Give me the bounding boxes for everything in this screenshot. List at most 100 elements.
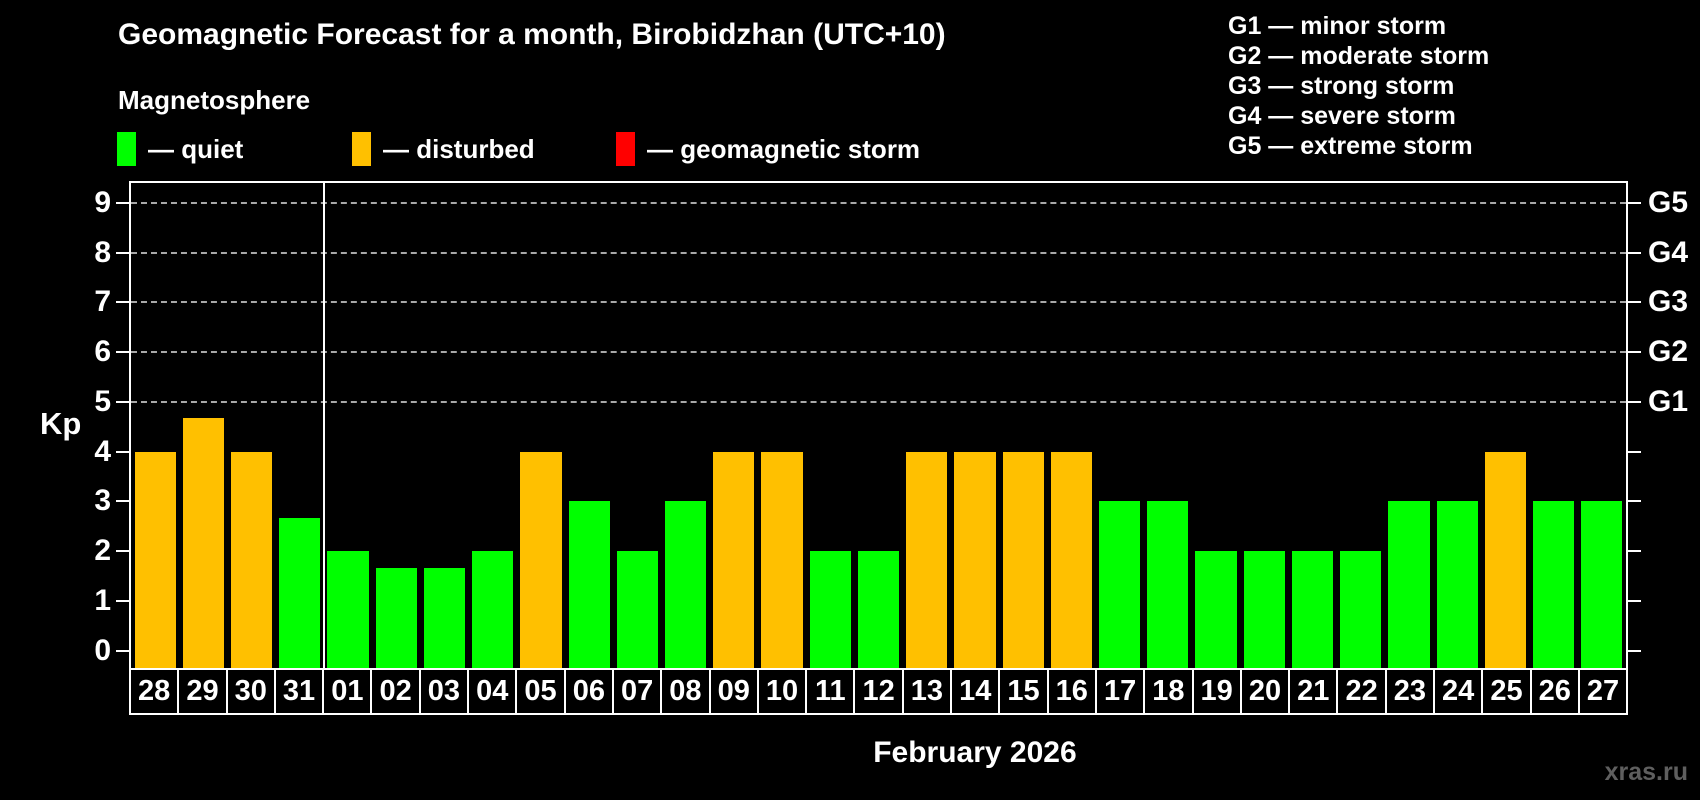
kp-bar [230,451,273,668]
day-cell: 08 [662,670,711,713]
kp-bar [906,451,948,668]
kp-bar [375,567,417,668]
watermark: xras.ru [1604,758,1688,786]
plot-border-top [129,181,1628,183]
kp-bar [279,517,321,668]
kp-bar [713,451,755,668]
kp-bar [1195,551,1237,668]
kp-bar [423,567,466,668]
y-tick-left [116,599,129,602]
kp-bar [1581,501,1623,668]
storm-scale-line-g3: G3 — strong storm [1228,72,1455,100]
kp-status-legend: — quiet — disturbed — geomagnetic storm [0,131,1050,167]
y-tick-label: 9 [94,185,111,219]
day-cell: 10 [759,670,808,713]
y-axis-title: Kp [40,405,82,441]
y-tick-label: 3 [94,484,111,518]
kp-bar [857,551,900,668]
day-cell: 21 [1290,670,1339,713]
day-cell: 09 [711,670,759,713]
kp-bar [954,451,996,668]
storm-swatch-icon [616,132,635,166]
storm-scale-line-g5: G5 — extreme storm [1228,132,1473,160]
legend-label: — geomagnetic storm [647,133,921,164]
kp-bar [1147,501,1189,668]
day-cell: 23 [1387,670,1436,713]
y-tick-right [1628,351,1641,354]
g-level-label: G1 [1648,384,1689,418]
chart-title: Geomagnetic Forecast for a month, Birobi… [118,18,946,51]
y-tick-right [1628,301,1641,304]
day-cell: 03 [421,670,470,713]
day-cell: 18 [1145,670,1194,713]
y-tick-right [1628,550,1641,553]
g-level-label: G2 [1648,335,1689,369]
y-axis-line [129,181,131,668]
kp-bar [761,451,803,668]
grid-line [131,400,1626,403]
kp-bar [520,451,562,668]
day-cell: 07 [614,670,663,713]
y-tick-label: 8 [94,235,111,269]
kp-bar [1388,501,1430,668]
y-tick-right [1628,599,1641,602]
y-tick-left [116,550,129,553]
legend-item-storm: — geomagnetic storm [616,131,920,167]
grid-line [131,351,1626,354]
kp-bar [664,501,707,668]
y-tick-left [116,301,129,304]
storm-scale-line-g1: G1 — minor storm [1228,12,1447,40]
day-cell: 01 [324,670,373,713]
y-tick-label: 2 [94,534,111,568]
kp-bar [1484,451,1527,668]
storm-scale-legend: G1 — minor storm G2 — moderate storm G3 — … [1228,11,1489,161]
day-cell: 04 [469,670,518,713]
y-tick-label: 7 [94,285,111,319]
day-axis-strip: 28 29 30 31 01 02 03 04 05 06 07 08 09 10 11 12 13 14 15 16… [129,668,1628,715]
y-tick-label: 5 [94,384,111,418]
day-cell: 22 [1338,670,1387,713]
day-cell: 26 [1532,670,1580,713]
day-cell: 20 [1242,670,1291,713]
y-tick-right [1628,251,1641,254]
day-cell: 15 [1000,670,1049,713]
grid-line [131,301,1626,304]
day-cell: 13 [904,670,953,713]
kp-bar [809,551,851,668]
kp-bar [327,551,369,668]
y-tick-left [116,450,129,453]
day-cell: 14 [952,670,1001,713]
day-cell: 25 [1483,670,1532,713]
day-cell: 27 [1586,675,1620,707]
kp-bar [1340,551,1382,668]
kp-bar [182,418,224,668]
day-cell: 31 [276,670,325,713]
grid-line [131,251,1626,254]
legend-label: — disturbed [383,133,535,164]
kp-bar [1291,551,1334,668]
day-cell: 24 [1435,670,1484,713]
y-tick-label: 6 [94,335,111,369]
day-cell: 17 [1097,670,1146,713]
disturbed-swatch-icon [352,132,371,166]
y-tick-right [1628,649,1641,652]
day-cell: 28 [131,670,180,713]
x-axis-title: February 2026 [873,736,1077,769]
day-cell: 06 [566,670,614,713]
y-tick-right [1628,400,1641,403]
y-tick-left [116,649,129,652]
kp-bar [1533,501,1575,668]
y-tick-left [116,500,129,503]
right-axis-line [1626,181,1628,668]
kp-bar [568,501,610,668]
y-tick-label: 0 [94,633,111,667]
day-cell: 29 [179,670,228,713]
kp-bar [1050,451,1092,668]
g-level-label: G4 [1648,235,1689,269]
y-tick-right [1628,500,1641,503]
day-cell: 16 [1049,670,1097,713]
day-cell: 11 [807,670,856,713]
month-separator [322,183,325,668]
legend-item-quiet: — quiet [117,131,243,167]
